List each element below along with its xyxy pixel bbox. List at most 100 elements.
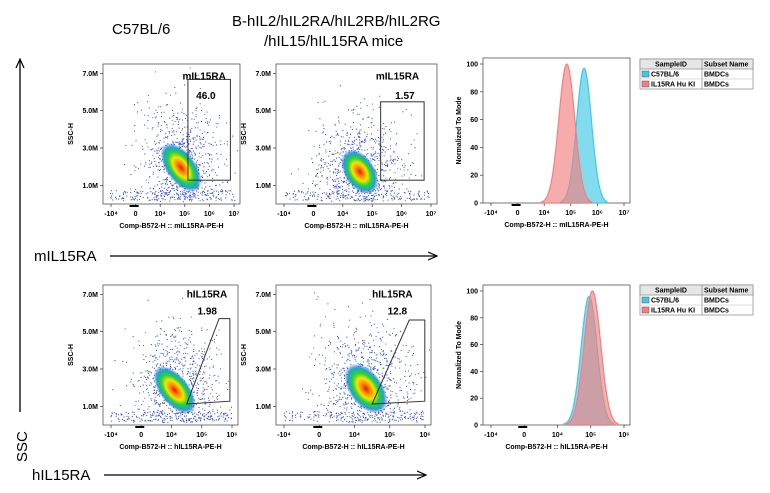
- row2-dot-ki-event-dot: [343, 374, 345, 376]
- row2-dot-ki-event-dot: [322, 354, 324, 356]
- row2-dot-wt-event-dot: [152, 413, 154, 415]
- row1-dot-wt-event-dot: [217, 191, 219, 193]
- row1-dot-ki-event-dot: [391, 162, 393, 164]
- row2-dot-ki-event-dot: [381, 411, 383, 413]
- row2-dot-wt-event-dot: [199, 420, 201, 422]
- row2-dot-ki-event-dot: [402, 396, 404, 398]
- row1-dot-ki-event-dot: [366, 196, 368, 198]
- row2-dot-ki-event-dot: [336, 412, 338, 414]
- row2-dot-ki-event-dot: [329, 415, 331, 417]
- row1-dot-wt-event-dot: [134, 190, 136, 192]
- row1-dot-wt-event-dot: [189, 67, 191, 69]
- row2-dot-ki-event-dot: [343, 391, 345, 393]
- row1-histogram-ytick-label: 60: [470, 117, 478, 124]
- row2-dot-wt-event-dot: [162, 348, 164, 350]
- row2-dot-ki-event-dot: [325, 368, 327, 370]
- row1-dot-wt-event-dot: [206, 171, 208, 173]
- row2-dot-wt-event-dot: [137, 380, 139, 382]
- row2-dot-wt-ylabel: SSC-H: [68, 344, 75, 366]
- row1-dot-wt-event-dot: [156, 199, 158, 201]
- row1-dot-wt-event-dot: [115, 196, 117, 198]
- row1-dot-ki-event-dot: [326, 192, 328, 194]
- row2-dot-wt-event-dot: [146, 388, 148, 390]
- row2-dot-ki-event-dot: [342, 368, 344, 370]
- row2-dot-wt-event-dot: [197, 382, 199, 384]
- row1-dot-ki-event-dot: [359, 200, 361, 202]
- row2-dot-ki-event-dot: [406, 385, 408, 387]
- row2-dot-ki-event-dot: [335, 400, 337, 402]
- row1-dot-wt-event-dot: [167, 187, 169, 189]
- row1-dot-ki-event-dot: [344, 195, 346, 197]
- row2-dot-ki-event-dot: [407, 418, 409, 420]
- row1-dot-ki-event-dot: [348, 188, 350, 190]
- row2-dot-ki-event-dot: [367, 361, 369, 363]
- row1-dot-ki-event-dot: [377, 189, 379, 191]
- row1-dot-wt-event-dot: [183, 194, 185, 196]
- row1-dot-ki-event-dot: [286, 193, 288, 195]
- row1-dot-ki-event-dot: [372, 194, 374, 196]
- row2-dot-wt-event-dot: [176, 354, 178, 356]
- row1-dot-wt-event-dot: [174, 134, 176, 136]
- row1-dot-ki-event-dot: [301, 190, 303, 192]
- row2-dot-wt-ytick-label: 7.0M: [82, 292, 98, 299]
- row2-dot-wt-event-dot: [111, 415, 113, 417]
- row2-dot-ki-event-dot: [371, 421, 373, 423]
- row1-dot-wt-event-dot: [201, 162, 203, 164]
- row2-dot-ki-event-dot: [291, 411, 293, 413]
- row1-dot-wt-event-dot: [184, 126, 186, 128]
- row2-dot-wt-event-dot: [203, 418, 205, 420]
- row2-dot-ki-event-dot: [415, 413, 417, 415]
- row1-dot-ki-event-dot: [336, 178, 338, 180]
- row1-dot-wt-event-dot: [177, 118, 179, 120]
- row1-dot-ki-event-dot: [393, 196, 395, 198]
- row1-dot-ki-event-dot: [343, 178, 345, 180]
- row1-dot-wt-event-dot: [169, 190, 171, 192]
- row2-dot-ki-event-dot: [386, 318, 388, 320]
- row1-dot-wt-gate: [187, 78, 231, 181]
- row2-dot-wt-event-dot: [120, 414, 122, 416]
- row1-dot-wt-event-dot: [189, 194, 191, 196]
- row1-dot-ki-event-dot: [336, 169, 338, 171]
- row1-dot-wt-event-dot: [154, 117, 156, 119]
- row1-dot-ki-event-dot: [386, 191, 388, 193]
- row1-dot-ki-event-dot: [382, 148, 384, 150]
- row2-dot-wt-event-dot: [227, 388, 229, 390]
- row2-dot-ki-event-dot: [384, 420, 386, 422]
- row2-dot-ki-event-dot: [344, 393, 346, 395]
- row1-dot-ki-event-dot: [355, 193, 357, 195]
- row2-dot-ki-event-dot: [387, 405, 389, 407]
- row1-dot-wt-event-dot: [158, 106, 160, 108]
- row1-dot-ki-event-dot: [333, 159, 335, 161]
- row1-dot-ki-event-dot: [378, 174, 380, 176]
- row1-dot-ki-event-dot: [321, 200, 323, 202]
- row1-dot-ki-event-dot: [312, 195, 314, 197]
- row1-dot-wt-event-dot: [162, 198, 164, 200]
- row2-dot-ki-event-dot: [355, 349, 357, 351]
- row1-dot-ki-event-dot: [371, 118, 373, 120]
- row1-dot-ki-event-dot: [340, 136, 342, 138]
- row2-dot-ki-event-dot: [326, 368, 328, 370]
- row2-dot-ki-event-dot: [337, 401, 339, 403]
- row1-dot-wt-event-dot: [217, 123, 219, 125]
- row2-dot-wt-event-dot: [190, 421, 192, 423]
- row2-dot-ki-event-dot: [376, 372, 378, 374]
- row2-dot-wt-event-dot: [182, 338, 184, 340]
- row1-dot-wt-event-dot: [199, 146, 201, 148]
- row2-dot-ki-event-dot: [350, 398, 352, 400]
- row1-dot-wt-event-dot: [180, 131, 182, 133]
- row1-dot-ki-event-dot: [385, 162, 387, 164]
- row2-dot-wt-event-dot: [140, 385, 142, 387]
- row1-dot-ki-event-dot: [378, 106, 380, 108]
- row1-dot-wt-event-dot: [143, 165, 145, 167]
- row1-dot-ki-event-dot: [372, 199, 374, 201]
- row1-dot-ki-event-dot: [389, 187, 391, 189]
- row1-dot-wt-event-dot: [178, 194, 180, 196]
- row2-dot-ki-event-dot: [355, 331, 357, 333]
- row1-dot-ki-event-dot: [374, 142, 376, 144]
- row1-dot-wt-event-dot: [176, 138, 178, 140]
- row1-dot-wt-event-dot: [234, 172, 236, 174]
- row1-dot-ki-event-dot: [350, 126, 352, 128]
- row1-dot-wt-event-dot: [219, 184, 221, 186]
- row1-dot-ki-event-dot: [420, 199, 422, 201]
